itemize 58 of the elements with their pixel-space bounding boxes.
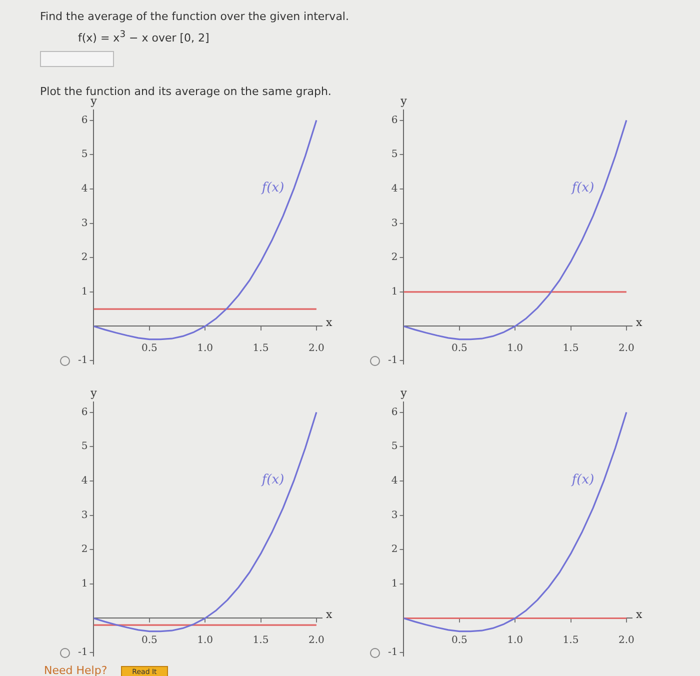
y-tick-label: -1 bbox=[78, 355, 88, 366]
x-tick-label: 1.0 bbox=[507, 634, 524, 646]
text: Need Help? bbox=[44, 664, 108, 676]
x-tick-label: 0.5 bbox=[451, 634, 468, 646]
x-tick-label: 1.5 bbox=[252, 342, 269, 354]
y-axis-title: y bbox=[400, 94, 408, 108]
y-tick-label: 3 bbox=[81, 510, 88, 521]
x-tick-label: 1.0 bbox=[197, 634, 214, 646]
y-tick-label: 3 bbox=[81, 218, 88, 229]
x-tick-label: 1.5 bbox=[562, 634, 579, 646]
y-tick-label: -1 bbox=[388, 355, 398, 366]
y-tick-label: 6 bbox=[81, 114, 88, 126]
y-tick-label: 6 bbox=[391, 114, 398, 126]
y-tick-label: 3 bbox=[391, 218, 398, 229]
y-tick-label: 5 bbox=[391, 149, 398, 160]
x-axis-title: x bbox=[326, 316, 333, 330]
y-tick-label: 1 bbox=[391, 578, 398, 590]
y-tick-label: 4 bbox=[391, 184, 398, 195]
y-tick-label: 3 bbox=[391, 510, 398, 521]
x-tick-label: 0.5 bbox=[451, 342, 468, 354]
x-tick-label: 0.5 bbox=[141, 634, 158, 646]
chart-subtitle: f(x) = x$^{3}$ − x over [0, 2] bbox=[78, 29, 210, 45]
x-axis-title: x bbox=[326, 608, 333, 622]
y-axis-title: y bbox=[90, 386, 98, 400]
y-tick-label: 1 bbox=[391, 286, 398, 298]
y-tick-label: 4 bbox=[81, 476, 88, 487]
y-tick-label: 5 bbox=[81, 149, 88, 160]
chart-title: Find the average of the function over the given interval. bbox=[40, 10, 349, 23]
y-tick-label: -1 bbox=[78, 647, 88, 658]
series-label: f(x) bbox=[570, 180, 594, 196]
y-tick-label: 6 bbox=[391, 406, 398, 418]
x-tick-label: 0.5 bbox=[141, 342, 158, 354]
x-tick-label: 2.0 bbox=[308, 342, 324, 354]
y-tick-label: 2 bbox=[391, 544, 398, 556]
y-tick-label: 6 bbox=[81, 406, 88, 418]
series-label: f(x) bbox=[260, 180, 284, 196]
y-tick-label: 4 bbox=[81, 184, 88, 195]
y-tick-label: 1 bbox=[81, 578, 88, 590]
y-tick-label: 5 bbox=[81, 441, 88, 452]
y-tick-label: 2 bbox=[81, 544, 88, 556]
y-tick-label: 1 bbox=[81, 286, 88, 298]
y-tick-label: 4 bbox=[391, 476, 398, 487]
series-label: f(x) bbox=[260, 472, 284, 488]
x-tick-label: 1.0 bbox=[197, 342, 214, 354]
x-axis-title: x bbox=[636, 608, 643, 622]
x-tick-label: 2.0 bbox=[618, 634, 634, 646]
x-tick-label: 1.5 bbox=[252, 634, 269, 646]
y-tick-label: 5 bbox=[391, 441, 398, 452]
x-axis-title: x bbox=[636, 316, 643, 330]
x-tick-label: 2.0 bbox=[618, 342, 634, 354]
series-label: f(x) bbox=[570, 472, 594, 488]
x-tick-label: 1.0 bbox=[507, 342, 524, 354]
y-tick-label: 2 bbox=[81, 252, 88, 264]
y-tick-label: 2 bbox=[391, 252, 398, 264]
y-tick-label: -1 bbox=[388, 647, 398, 658]
x-tick-label: 2.0 bbox=[308, 634, 324, 646]
x-tick-label: 1.5 bbox=[562, 342, 579, 354]
y-axis-title: y bbox=[400, 386, 408, 400]
